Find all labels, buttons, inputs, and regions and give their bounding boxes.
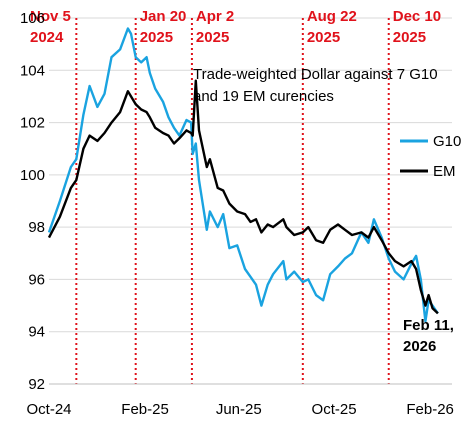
y-tick-label: 96 <box>28 271 45 288</box>
event-label: Dec 10 2025 <box>393 8 441 46</box>
y-tick-label: 102 <box>20 115 45 132</box>
event-label: Apr 2 2025 <box>196 8 234 46</box>
x-tick-label: Oct-24 <box>26 401 71 418</box>
grid-lines <box>49 17 452 333</box>
x-tick-label: Feb-26 <box>406 401 454 418</box>
x-tick-label: Oct-25 <box>312 401 357 418</box>
x-tick-label: Jun-25 <box>216 401 262 418</box>
legend-label-g10: G10 <box>433 133 461 150</box>
axes: 92 94 96 98 100 102 104 106 Oct-24 Feb-25 Jun-25 Oc… <box>20 10 454 418</box>
y-tick-label: 100 <box>20 167 45 184</box>
end-date-label: Feb 11, 2026 <box>403 317 454 355</box>
y-tick-label: 104 <box>20 62 45 79</box>
series-line-em <box>47 79 439 315</box>
series-lines <box>47 27 439 323</box>
x-tick-label: Feb-25 <box>121 401 169 418</box>
event-label: Aug 22 2025 <box>307 8 357 46</box>
y-tick-label: 92 <box>28 376 45 393</box>
y-tick-label: 106 <box>20 10 45 27</box>
y-tick-label: 94 <box>28 324 45 341</box>
series-line-g10 <box>47 27 439 323</box>
event-label: Nov 5 2024 <box>30 8 71 46</box>
event-label: Jan 20 2025 <box>140 8 187 46</box>
chart-labels: Trade-weighted Dollar against 7 G10 and 1… <box>193 66 461 355</box>
legend-label-em: EM <box>433 163 456 180</box>
y-tick-label: 98 <box>28 219 45 236</box>
chart-annotation: Trade-weighted Dollar against 7 G10 and 1… <box>193 66 438 105</box>
